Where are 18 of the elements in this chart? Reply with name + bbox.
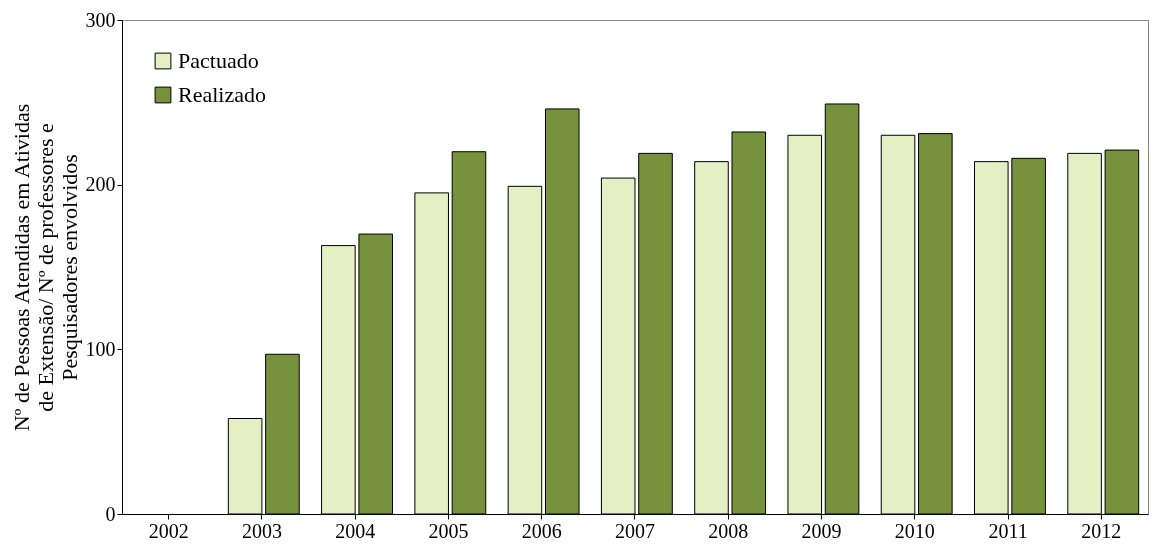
- x-tick-label: 2009: [801, 519, 842, 542]
- x-tick-label: 2005: [428, 519, 469, 542]
- x-tick-label: 2006: [521, 519, 562, 542]
- x-tick-label: 2008: [708, 519, 749, 542]
- x-tick-label: 2007: [615, 519, 655, 542]
- y-tick-label: 100: [85, 337, 116, 360]
- x-tick-label: 2011: [988, 519, 1028, 542]
- x-tick-label: 2002: [148, 519, 189, 542]
- legend-label: Pactuado: [178, 48, 259, 73]
- y-tick-label: 0: [105, 502, 116, 525]
- legend-label: Realizado: [178, 82, 266, 107]
- x-tick-label: 2012: [1081, 519, 1122, 542]
- y-tick-label: 300: [85, 8, 116, 31]
- x-tick-label: 2010: [894, 519, 935, 542]
- y-tick-label: 200: [85, 173, 116, 196]
- x-tick-label: 2004: [335, 519, 376, 542]
- y-axis-title: Nº de Pessoas Atendidas em Atividas de Extensão/ Nº de professores e Pesquisadores envolvidos: [8, 103, 82, 432]
- x-tick-label: 2003: [241, 519, 282, 542]
